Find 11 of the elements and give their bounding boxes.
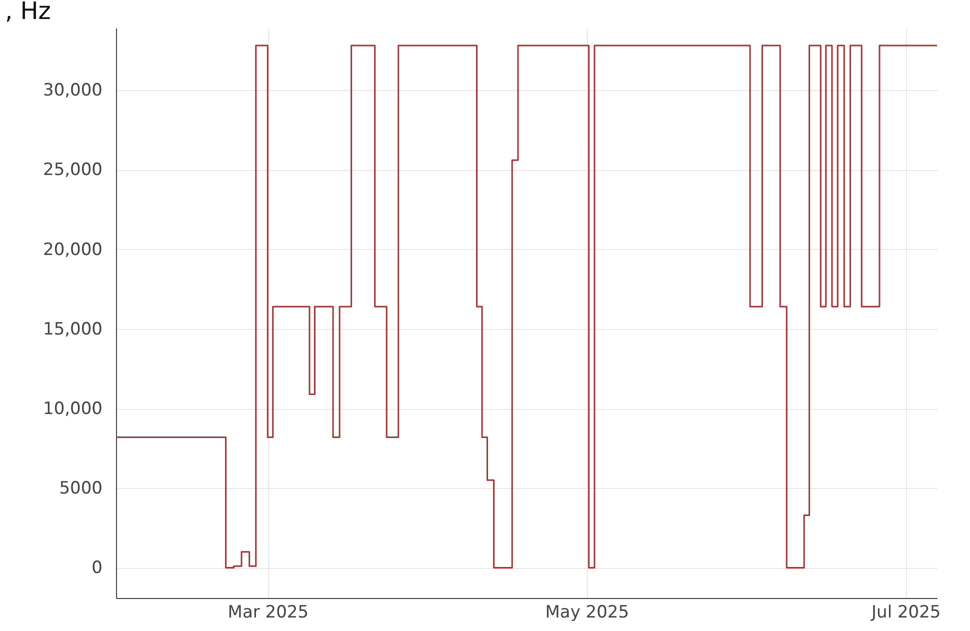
y-tick-label: 25,000: [43, 160, 102, 180]
y-tick-label: 10,000: [43, 399, 102, 420]
chart-title: , Hz: [5, 0, 51, 25]
x-tick-label: Mar 2025: [228, 602, 309, 622]
x-tick-label: May 2025: [545, 602, 630, 622]
y-tick-label: 5000: [59, 478, 102, 499]
y-tick-label: 15,000: [43, 319, 102, 340]
y-tick-label: 0: [92, 558, 102, 578]
x-tick-label: Jul 2025: [870, 602, 941, 622]
y-tick-label: 20,000: [43, 240, 102, 260]
y-tick-label: 30,000: [43, 80, 102, 101]
